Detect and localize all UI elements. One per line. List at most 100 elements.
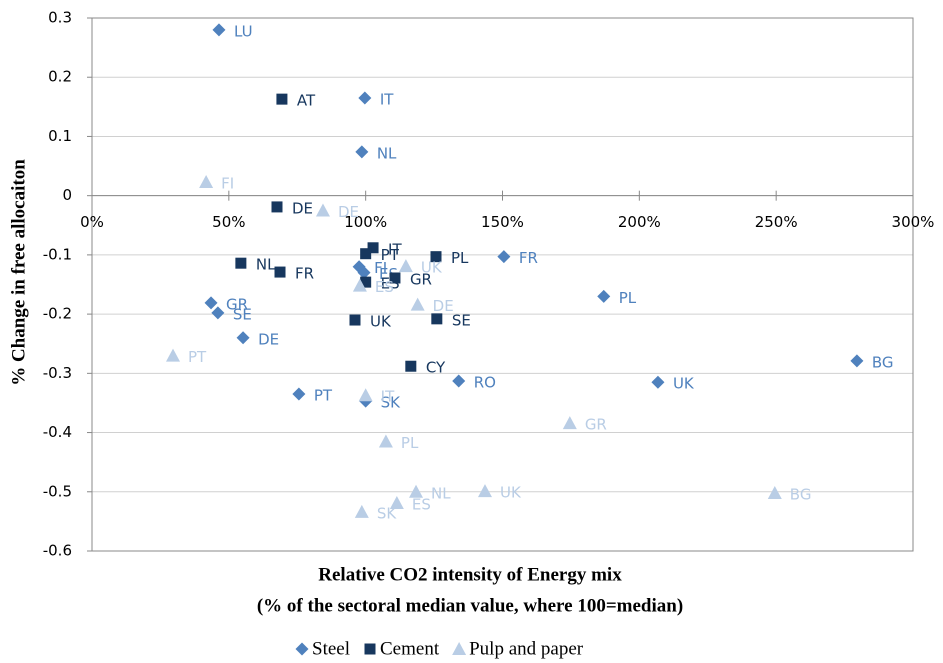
point xyxy=(292,387,306,401)
legend-marker xyxy=(452,642,467,655)
point xyxy=(166,348,181,362)
point-label: DE xyxy=(338,203,359,221)
legend-marker xyxy=(295,642,309,656)
point-label: PL xyxy=(451,249,469,267)
point xyxy=(410,297,425,311)
point-label: GR xyxy=(585,416,607,434)
point xyxy=(767,485,782,499)
x-tick-label: 250% xyxy=(755,213,798,231)
y-tick-label: -0.1 xyxy=(43,245,72,263)
x-tick-label: 300% xyxy=(892,213,935,231)
point xyxy=(360,248,372,260)
point xyxy=(398,259,413,273)
point-label: IT xyxy=(381,388,395,406)
y-tick-label: 0.2 xyxy=(48,68,72,86)
point-label: FI xyxy=(374,259,387,277)
point xyxy=(271,201,283,213)
point xyxy=(360,276,372,288)
point-label: FR xyxy=(519,249,538,267)
x-axis-title: Relative CO2 intensity of Energy mix xyxy=(318,564,622,585)
point xyxy=(211,306,225,320)
point-label: PT xyxy=(381,246,400,264)
point-label: DE xyxy=(258,330,279,348)
point xyxy=(236,331,250,345)
point xyxy=(597,289,611,303)
point-label: GR xyxy=(226,295,248,313)
point-label: SK xyxy=(381,394,402,412)
point xyxy=(431,313,443,325)
point-label: SK xyxy=(377,504,398,522)
point xyxy=(274,266,286,278)
point xyxy=(378,434,393,448)
legend-marker xyxy=(364,643,376,655)
point-label: ES xyxy=(375,278,394,296)
point xyxy=(497,250,511,264)
point-label: UK xyxy=(673,375,695,393)
point-label: PL xyxy=(401,434,419,452)
point xyxy=(850,354,864,368)
point-label: SE xyxy=(452,311,471,329)
point-label: FI xyxy=(221,175,234,193)
x-tick-label: 200% xyxy=(618,213,661,231)
point-label: UK xyxy=(421,259,443,277)
point-label: NL xyxy=(377,144,397,162)
y-tick-label: 0.1 xyxy=(48,127,72,145)
point xyxy=(235,257,247,269)
point xyxy=(355,145,369,159)
point-label: PL xyxy=(619,289,637,307)
x-tick-label: 50% xyxy=(212,213,245,231)
point-label: UK xyxy=(500,484,522,502)
x-tick-label: 100% xyxy=(344,213,387,231)
y-tick-label: -0.4 xyxy=(43,423,72,441)
point xyxy=(389,496,404,510)
legend-label: Steel xyxy=(312,638,350,659)
y-tick-label: -0.2 xyxy=(43,305,72,323)
point xyxy=(199,175,214,189)
point xyxy=(651,375,665,389)
y-tick-label: 0.3 xyxy=(48,9,72,27)
point xyxy=(405,360,417,372)
point-label: ES xyxy=(381,275,400,293)
point xyxy=(562,416,577,430)
point-label: BG xyxy=(872,353,894,371)
point xyxy=(389,272,401,284)
point-label: LU xyxy=(234,22,253,40)
point-label: NL xyxy=(431,484,451,502)
point-label: FR xyxy=(295,265,314,283)
point xyxy=(354,504,369,518)
point xyxy=(352,278,367,292)
point-label: PT xyxy=(314,387,333,405)
legend-label: Pulp and paper xyxy=(469,638,584,659)
point-label: GR xyxy=(410,270,432,288)
x-tick-label: 150% xyxy=(481,213,524,231)
point xyxy=(367,242,379,254)
point-label: DE xyxy=(292,199,313,217)
point-label: ES xyxy=(412,496,431,514)
y-tick-label: 0 xyxy=(62,186,72,204)
point xyxy=(358,388,373,402)
y-tick-label: -0.6 xyxy=(43,542,72,560)
plot-border xyxy=(91,17,914,552)
point xyxy=(357,266,371,280)
y-tick-label: -0.5 xyxy=(43,482,72,500)
point xyxy=(409,484,424,498)
point xyxy=(212,23,226,37)
point xyxy=(204,296,218,310)
y-tick-label: -0.3 xyxy=(43,364,72,382)
point-label: BG xyxy=(790,485,812,503)
point-label: CY xyxy=(426,359,446,377)
point xyxy=(430,251,442,263)
point-label: SE xyxy=(233,305,252,323)
point xyxy=(349,314,361,326)
point-label: UK xyxy=(370,313,392,331)
point xyxy=(358,91,372,105)
point xyxy=(315,203,330,217)
legend-label: Cement xyxy=(380,638,440,659)
point-label: RO xyxy=(474,374,496,392)
point-label: IT xyxy=(380,90,394,108)
x-axis-title: (% of the sectoral median value, where 1… xyxy=(257,595,683,616)
x-tick-label: 0% xyxy=(80,213,104,231)
point-label: DE xyxy=(433,297,454,315)
point-label: IT xyxy=(388,240,402,258)
